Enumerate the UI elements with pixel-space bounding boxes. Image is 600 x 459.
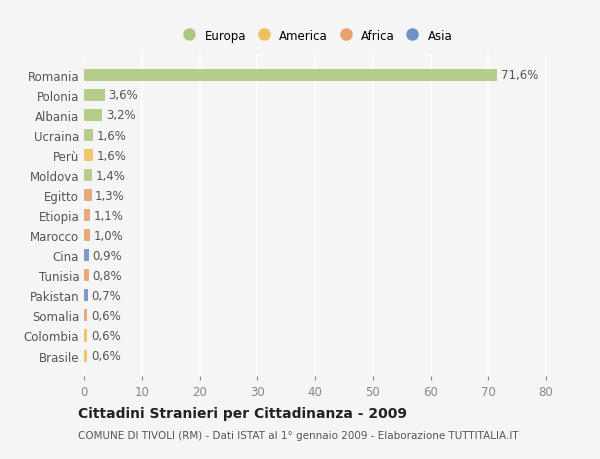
Bar bbox=[84, 250, 89, 262]
Text: 3,6%: 3,6% bbox=[108, 89, 138, 102]
Text: 0,8%: 0,8% bbox=[92, 269, 122, 282]
Text: COMUNE DI TIVOLI (RM) - Dati ISTAT al 1° gennaio 2009 - Elaborazione TUTTITALIA.: COMUNE DI TIVOLI (RM) - Dati ISTAT al 1°… bbox=[78, 430, 518, 440]
Text: 1,6%: 1,6% bbox=[97, 149, 127, 162]
Bar bbox=[84, 170, 92, 182]
Bar bbox=[84, 90, 105, 102]
Bar bbox=[84, 350, 88, 362]
Bar bbox=[84, 330, 88, 342]
Bar bbox=[84, 110, 103, 122]
Bar bbox=[84, 310, 88, 322]
Text: 71,6%: 71,6% bbox=[501, 69, 538, 82]
Text: 0,6%: 0,6% bbox=[91, 349, 121, 362]
Text: Cittadini Stranieri per Cittadinanza - 2009: Cittadini Stranieri per Cittadinanza - 2… bbox=[78, 406, 407, 420]
Bar bbox=[84, 130, 93, 142]
Text: 1,6%: 1,6% bbox=[97, 129, 127, 142]
Text: 0,7%: 0,7% bbox=[92, 289, 121, 302]
Bar bbox=[84, 150, 93, 162]
Bar bbox=[84, 270, 89, 282]
Legend: Europa, America, Africa, Asia: Europa, America, Africa, Asia bbox=[174, 26, 456, 46]
Bar bbox=[84, 70, 497, 82]
Bar bbox=[84, 190, 92, 202]
Text: 1,1%: 1,1% bbox=[94, 209, 124, 222]
Text: 0,6%: 0,6% bbox=[91, 309, 121, 322]
Bar bbox=[84, 290, 88, 302]
Text: 0,9%: 0,9% bbox=[92, 249, 122, 262]
Bar bbox=[84, 230, 90, 242]
Text: 1,4%: 1,4% bbox=[95, 169, 125, 182]
Text: 0,6%: 0,6% bbox=[91, 329, 121, 342]
Text: 1,3%: 1,3% bbox=[95, 189, 125, 202]
Text: 1,0%: 1,0% bbox=[93, 229, 123, 242]
Text: 3,2%: 3,2% bbox=[106, 109, 136, 122]
Bar bbox=[84, 210, 91, 222]
